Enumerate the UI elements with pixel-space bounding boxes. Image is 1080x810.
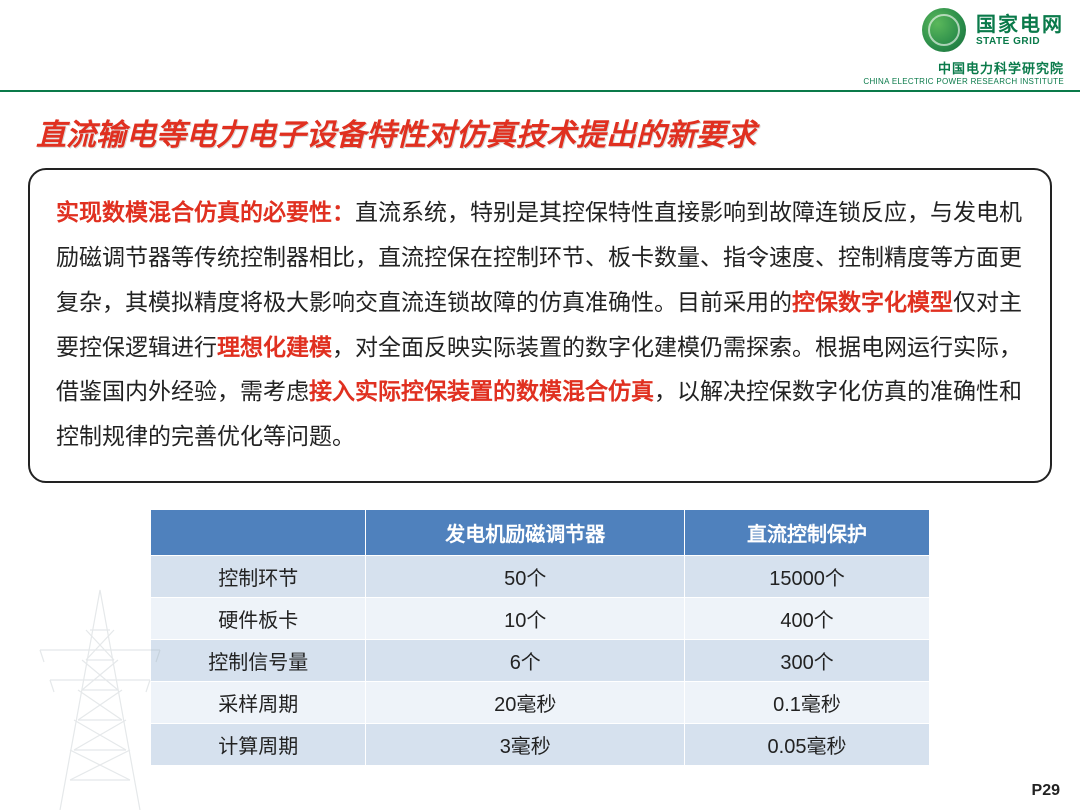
- logo-text: 国家电网 STATE GRID: [976, 14, 1064, 47]
- table-row: 硬件板卡 10个 400个: [151, 598, 930, 640]
- header-bar: 国家电网 STATE GRID: [0, 0, 1080, 56]
- table-cell: 控制信号量: [151, 640, 366, 682]
- para-red4: 接入实际控保装置的数模混合仿真: [309, 378, 654, 404]
- para-red2: 控保数字化模型: [792, 289, 953, 315]
- table-cell: 采样周期: [151, 682, 366, 724]
- table-col2: 直流控制保护: [685, 510, 930, 556]
- comparison-table-wrap: 发电机励磁调节器 直流控制保护 控制环节 50个 15000个 硬件板卡 10个…: [150, 509, 930, 766]
- table-cell: 0.05毫秒: [685, 724, 930, 766]
- table-cell: 硬件板卡: [151, 598, 366, 640]
- table-col0: [151, 510, 366, 556]
- table-cell: 50个: [366, 556, 685, 598]
- content-box: 实现数模混合仿真的必要性：直流系统，特别是其控保特性直接影响到故障连锁反应，与发…: [28, 168, 1052, 483]
- table-cell: 15000个: [685, 556, 930, 598]
- table-cell: 0.1毫秒: [685, 682, 930, 724]
- page-title: 直流输电等电力电子设备特性对仿真技术提出的新要求: [0, 92, 1080, 168]
- table-row: 控制信号量 6个 300个: [151, 640, 930, 682]
- table-row: 控制环节 50个 15000个: [151, 556, 930, 598]
- table-row: 采样周期 20毫秒 0.1毫秒: [151, 682, 930, 724]
- table-cell: 400个: [685, 598, 930, 640]
- logo-en: STATE GRID: [976, 36, 1064, 47]
- comparison-table: 发电机励磁调节器 直流控制保护 控制环节 50个 15000个 硬件板卡 10个…: [150, 509, 930, 766]
- table-cell: 6个: [366, 640, 685, 682]
- table-header-row: 发电机励磁调节器 直流控制保护: [151, 510, 930, 556]
- table-col1: 发电机励磁调节器: [366, 510, 685, 556]
- logo-cn: 国家电网: [976, 14, 1064, 36]
- table-cell: 3毫秒: [366, 724, 685, 766]
- table-row: 计算周期 3毫秒 0.05毫秒: [151, 724, 930, 766]
- page-number: P29: [1032, 782, 1060, 800]
- table-cell: 计算周期: [151, 724, 366, 766]
- table-cell: 10个: [366, 598, 685, 640]
- lead-red: 实现数模混合仿真的必要性：: [56, 199, 355, 225]
- institute-en: CHINA ELECTRIC POWER RESEARCH INSTITUTE: [16, 77, 1064, 86]
- table-cell: 控制环节: [151, 556, 366, 598]
- institute-line: 中国电力科学研究院 CHINA ELECTRIC POWER RESEARCH …: [0, 56, 1080, 92]
- table-cell: 20毫秒: [366, 682, 685, 724]
- state-grid-logo-icon: [922, 8, 966, 52]
- table-body: 控制环节 50个 15000个 硬件板卡 10个 400个 控制信号量 6个 3…: [151, 556, 930, 766]
- institute-cn: 中国电力科学研究院: [938, 61, 1064, 76]
- para-red3: 理想化建模: [217, 334, 332, 360]
- table-cell: 300个: [685, 640, 930, 682]
